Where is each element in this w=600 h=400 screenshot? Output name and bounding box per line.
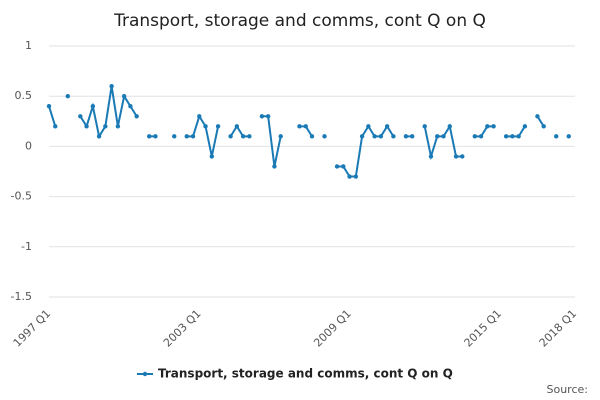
- x-tick-label: 2003 Q1: [161, 307, 204, 350]
- data-point: [566, 134, 571, 139]
- source-note: Source:: [547, 383, 589, 396]
- series-line: [48, 105, 57, 127]
- data-point: [109, 83, 114, 89]
- y-tick-label: 1: [25, 39, 32, 52]
- data-point: [90, 104, 96, 109]
- chart-title: Transport, storage and comms, cont Q on …: [113, 11, 486, 31]
- data-point: [209, 154, 215, 159]
- data-point: [247, 134, 252, 139]
- data-point: [184, 134, 189, 139]
- data-point: [491, 124, 496, 129]
- data-point: [215, 124, 221, 129]
- data-point: [303, 124, 308, 129]
- data-point: [190, 134, 196, 139]
- data-point: [541, 124, 546, 129]
- data-point: [391, 134, 396, 139]
- data-point: [503, 134, 509, 139]
- data-point: [153, 134, 158, 139]
- data-point: [84, 124, 89, 129]
- series-line: [423, 123, 463, 161]
- data-point: [240, 134, 246, 139]
- data-point: [516, 134, 521, 139]
- data-point: [535, 114, 540, 119]
- y-tick-label: 0: [25, 139, 32, 152]
- data-point: [378, 134, 384, 139]
- data-point: [409, 134, 415, 139]
- data-point: [341, 164, 346, 169]
- data-point: [46, 104, 52, 109]
- y-tick-label: 0.5: [15, 89, 33, 102]
- data-point: [115, 124, 121, 129]
- data-point: [347, 174, 352, 179]
- x-tick-label: 2015 Q1: [462, 307, 505, 350]
- data-point: [134, 114, 139, 119]
- data-point: [428, 154, 434, 159]
- y-tick-label: -1.5: [11, 290, 32, 303]
- data-point: [96, 134, 102, 139]
- data-point: [372, 134, 377, 139]
- legend-label: Transport, storage and comms, cont Q on …: [158, 367, 453, 381]
- data-point: [453, 154, 459, 159]
- y-tick-label: -1: [21, 240, 32, 253]
- series-line: [79, 86, 138, 140]
- data-point: [447, 124, 452, 129]
- data-point: [435, 134, 440, 139]
- data-point: [265, 114, 271, 119]
- data-point: [197, 114, 202, 119]
- data-point: [53, 124, 58, 129]
- x-tick-label: 2018 Q1: [537, 307, 580, 350]
- data-point: [203, 124, 208, 129]
- data-point: [259, 114, 265, 119]
- data-point: [366, 124, 371, 129]
- legend-marker: [142, 371, 148, 377]
- y-tick-label: -0.5: [11, 190, 32, 203]
- data-point: [384, 124, 390, 129]
- x-tick-label: 2009 Q1: [311, 307, 354, 350]
- series-line: [337, 124, 395, 178]
- data-point: [228, 134, 233, 139]
- data-point: [172, 134, 177, 139]
- data-point: [478, 134, 484, 139]
- data-point: [121, 94, 127, 99]
- data-point: [554, 134, 559, 139]
- series-line: [506, 125, 526, 138]
- data-point: [103, 124, 108, 129]
- series-line: [474, 125, 494, 138]
- data-point: [322, 134, 327, 139]
- data-point: [297, 124, 302, 129]
- data-point: [522, 124, 528, 129]
- data-point: [510, 134, 515, 139]
- data-point: [422, 124, 427, 129]
- data-point: [403, 134, 409, 139]
- data-point: [460, 154, 465, 159]
- data-point: [472, 134, 478, 139]
- series-line: [229, 124, 250, 138]
- data-point: [334, 164, 340, 169]
- data-point: [78, 114, 83, 119]
- series-line: [261, 115, 282, 167]
- data-point: [359, 134, 365, 139]
- data-point: [272, 164, 277, 169]
- data-point: [309, 134, 315, 139]
- data-point: [146, 134, 152, 139]
- data-point: [278, 134, 283, 139]
- data-point: [128, 104, 133, 109]
- data-point: [353, 174, 359, 179]
- x-tick-label: 1997 Q1: [11, 307, 54, 350]
- data-point: [441, 134, 446, 139]
- data-point: [234, 124, 240, 129]
- data-point: [485, 124, 490, 129]
- data-point: [65, 94, 70, 99]
